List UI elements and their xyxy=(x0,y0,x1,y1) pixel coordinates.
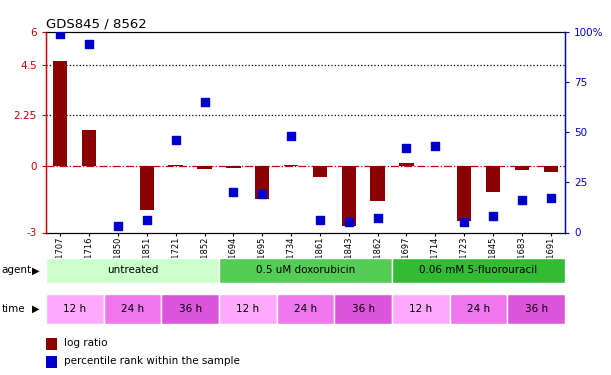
Bar xyxy=(544,166,558,172)
Point xyxy=(113,224,123,230)
Point xyxy=(229,189,238,195)
Point xyxy=(430,143,440,149)
Text: 12 h: 12 h xyxy=(409,304,433,314)
Point xyxy=(373,216,382,222)
Bar xyxy=(255,166,269,199)
Point xyxy=(257,191,267,197)
Point xyxy=(315,217,325,223)
Bar xyxy=(219,258,392,283)
Bar xyxy=(457,166,472,221)
Point xyxy=(401,145,411,151)
Text: ▶: ▶ xyxy=(32,304,39,314)
Text: time: time xyxy=(2,304,26,314)
Bar xyxy=(399,164,414,166)
Text: ▶: ▶ xyxy=(32,266,39,275)
Bar xyxy=(46,338,57,350)
Bar xyxy=(508,294,565,324)
Point xyxy=(546,195,555,201)
Point xyxy=(517,197,527,203)
Bar xyxy=(103,294,161,324)
Bar xyxy=(334,294,392,324)
Text: 0.5 uM doxorubicin: 0.5 uM doxorubicin xyxy=(256,266,355,275)
Point xyxy=(344,219,354,225)
Text: 12 h: 12 h xyxy=(236,304,259,314)
Bar xyxy=(219,294,277,324)
Text: 24 h: 24 h xyxy=(467,304,490,314)
Point xyxy=(488,213,498,219)
Bar xyxy=(46,294,103,324)
Bar xyxy=(277,294,334,324)
Bar xyxy=(46,356,57,368)
Bar xyxy=(392,258,565,283)
Text: 12 h: 12 h xyxy=(63,304,86,314)
Text: 36 h: 36 h xyxy=(178,304,202,314)
Point xyxy=(286,133,296,139)
Bar xyxy=(450,294,508,324)
Text: 36 h: 36 h xyxy=(525,304,548,314)
Bar xyxy=(161,294,219,324)
Bar xyxy=(46,258,219,283)
Bar xyxy=(284,165,298,166)
Bar xyxy=(139,166,154,210)
Point xyxy=(459,219,469,225)
Text: 0.06 mM 5-fluorouracil: 0.06 mM 5-fluorouracil xyxy=(420,266,538,275)
Text: untreated: untreated xyxy=(107,266,158,275)
Text: 24 h: 24 h xyxy=(121,304,144,314)
Bar xyxy=(169,165,183,166)
Bar xyxy=(514,166,529,170)
Text: percentile rank within the sample: percentile rank within the sample xyxy=(64,357,240,366)
Text: 36 h: 36 h xyxy=(352,304,375,314)
Bar xyxy=(197,166,212,169)
Bar xyxy=(313,166,327,177)
Text: GDS845 / 8562: GDS845 / 8562 xyxy=(46,18,147,31)
Text: 24 h: 24 h xyxy=(294,304,317,314)
Bar xyxy=(82,130,97,166)
Bar xyxy=(53,61,67,166)
Point xyxy=(200,99,210,105)
Bar xyxy=(342,166,356,226)
Point xyxy=(84,41,94,47)
Point xyxy=(170,137,181,143)
Bar xyxy=(486,166,500,192)
Bar xyxy=(226,166,241,168)
Point xyxy=(56,31,65,37)
Text: log ratio: log ratio xyxy=(64,339,108,348)
Text: agent: agent xyxy=(2,266,32,275)
Bar xyxy=(370,166,385,201)
Bar xyxy=(392,294,450,324)
Point xyxy=(142,217,152,223)
